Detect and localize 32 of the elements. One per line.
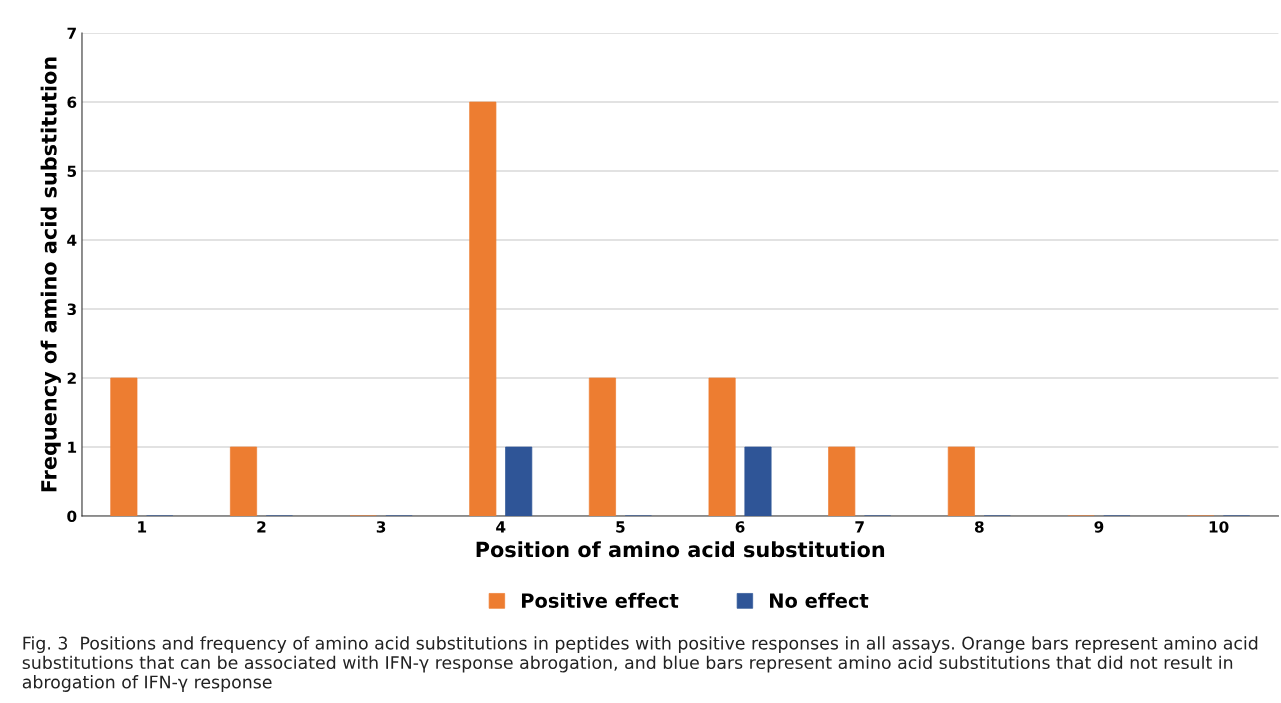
y-tick-label: 5 (67, 165, 77, 178)
bar (110, 377, 138, 516)
x-tick-label: 9 (1094, 521, 1104, 533)
bar (947, 446, 975, 516)
y-tick-label: 6 (67, 96, 77, 109)
legend-label: Positive effect (522, 592, 679, 608)
y-tick-label: 1 (68, 441, 77, 453)
x-tick-label: 5 (616, 521, 625, 533)
bar (505, 446, 533, 516)
x-tick-label: 3 (376, 521, 386, 533)
bar (229, 446, 258, 516)
bar (708, 377, 736, 516)
caption: Fig. 3 Positions and frequency of amino acid substitutions in peptides with positive responses in all assays. Orange bars represent amino acid substitutions that can be associated with IFN-γ response abrogation, and blue bars represent amino acid substitutions that did not result in abrogation of IFN-γ response (22, 636, 1258, 692)
y-tick-label: 7 (67, 27, 76, 39)
y-tick-label: 3 (67, 303, 76, 316)
bar (828, 446, 856, 516)
x-tick-label: 1 (138, 521, 147, 533)
y-tick-label: 2 (67, 372, 76, 384)
y-axis-title: Frequency of amino acid substitution (40, 57, 61, 492)
x-tick-label: 4 (496, 521, 506, 533)
x-tick-label: 6 (735, 521, 745, 533)
bar (588, 377, 616, 516)
x-tick-label: 2 (257, 521, 266, 533)
x-axis-title: Position of amino acid substitution (476, 541, 885, 558)
y-tick-label: 4 (67, 234, 77, 246)
bar (469, 101, 497, 516)
bar (744, 446, 772, 516)
x-tick-label: 10 (1209, 521, 1229, 533)
x-tick-label: 8 (974, 521, 984, 533)
x-tick-label: 7 (855, 521, 864, 533)
y-tick-label: 0 (67, 510, 77, 523)
legend-label: No effect (770, 592, 869, 608)
